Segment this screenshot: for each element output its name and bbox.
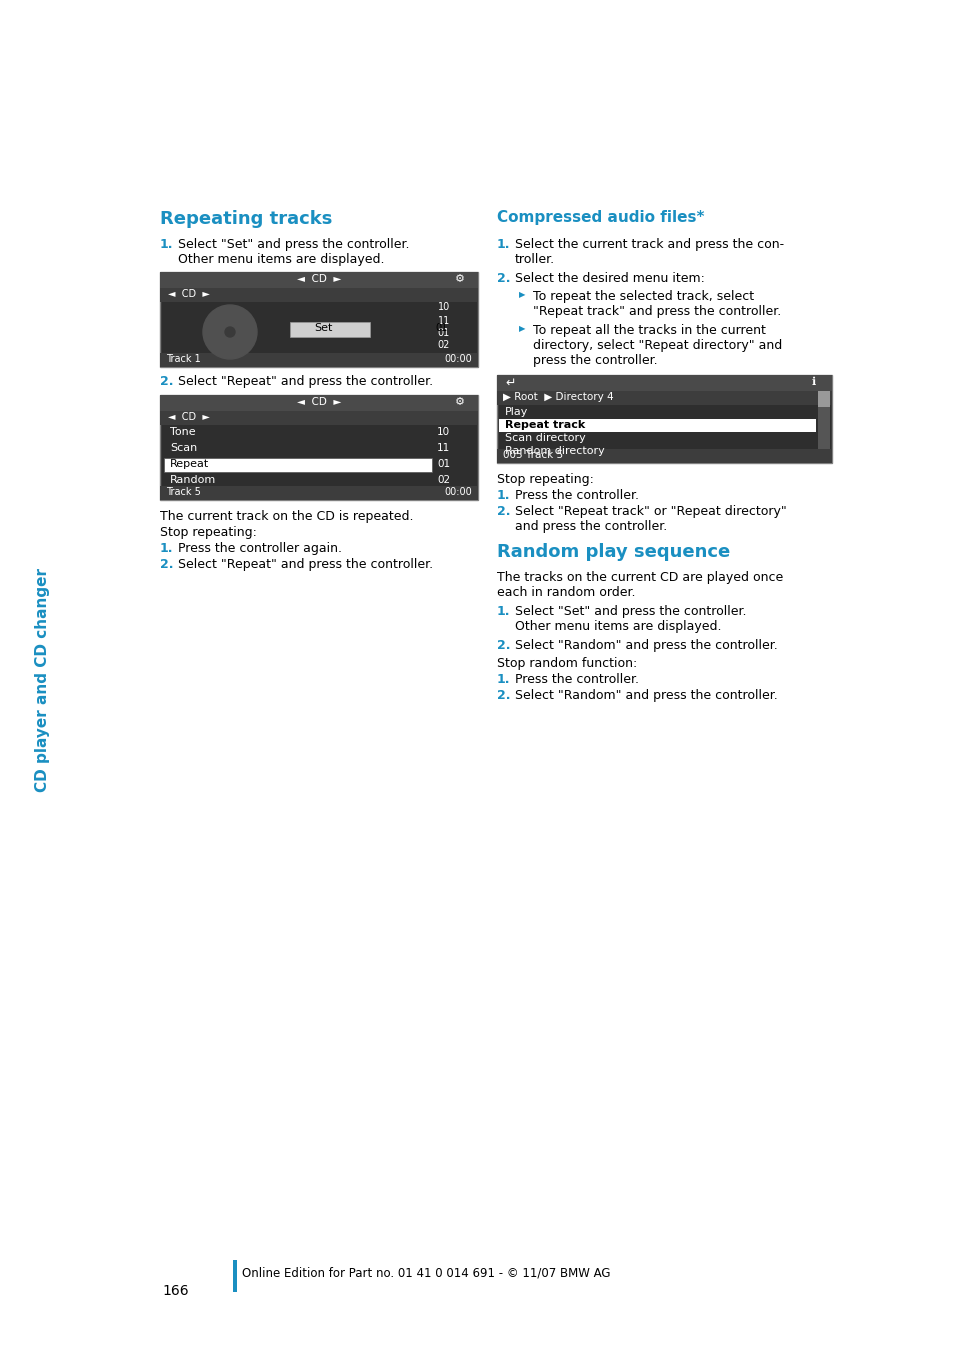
Text: 1.: 1. (497, 238, 510, 251)
Text: press the controller.: press the controller. (533, 354, 657, 367)
Text: Repeat: Repeat (170, 459, 209, 468)
Bar (497, 392, 831, 405)
Text: directory, select "Repeat directory" and: directory, select "Repeat directory" and (533, 339, 781, 352)
Text: 2.: 2. (160, 375, 173, 387)
Text: Scan directory: Scan directory (504, 433, 585, 443)
Text: 00:00: 00:00 (444, 487, 472, 497)
Text: Repeating tracks: Repeating tracks (160, 211, 332, 228)
Text: Select the desired menu item:: Select the desired menu item: (515, 271, 704, 285)
Text: Press the controller.: Press the controller. (515, 489, 639, 502)
Text: Online Edition for Part no. 01 41 0 014 691 - © 11/07 BMW AG: Online Edition for Part no. 01 41 0 014 … (242, 1266, 610, 1278)
Bar (817, 392, 829, 406)
Text: 02: 02 (437, 340, 450, 350)
Text: Select "Repeat" and press the controller.: Select "Repeat" and press the controller… (178, 558, 433, 571)
Ellipse shape (203, 305, 256, 359)
Text: Select "Random" and press the controller.: Select "Random" and press the controller… (515, 639, 777, 652)
Text: Stop repeating:: Stop repeating: (497, 472, 594, 486)
Text: 00:00: 00:00 (444, 354, 472, 364)
Text: Play: Play (504, 406, 528, 417)
Text: Stop repeating:: Stop repeating: (160, 526, 256, 539)
Bar (160, 486, 477, 500)
Text: Select "Set" and press the controller.: Select "Set" and press the controller. (515, 605, 745, 618)
Text: Press the controller again.: Press the controller again. (178, 541, 341, 555)
Bar (160, 352, 477, 367)
Text: Track 1: Track 1 (166, 354, 200, 364)
Text: 10: 10 (437, 302, 450, 312)
Text: Scan: Scan (170, 443, 197, 454)
Text: Select "Random" and press the controller.: Select "Random" and press the controller… (515, 688, 777, 702)
Text: 2.: 2. (497, 688, 510, 702)
Text: The current track on the CD is repeated.: The current track on the CD is repeated. (160, 510, 413, 522)
Text: ◄  CD  ►: ◄ CD ► (168, 289, 210, 298)
Text: "Repeat track" and press the controller.: "Repeat track" and press the controller. (533, 305, 781, 319)
Text: Stop random function:: Stop random function: (497, 657, 637, 670)
Text: 2.: 2. (160, 558, 173, 571)
Text: Compressed audio files*: Compressed audio files* (497, 211, 703, 225)
Ellipse shape (225, 327, 234, 338)
Text: 1.: 1. (497, 489, 510, 502)
Text: To repeat the selected track, select: To repeat the selected track, select (533, 290, 753, 302)
Text: 01: 01 (436, 323, 448, 333)
Bar (497, 450, 831, 463)
Bar (290, 323, 370, 338)
Text: 2.: 2. (497, 271, 510, 285)
Text: ◄  CD  ►: ◄ CD ► (168, 412, 210, 423)
Text: 2.: 2. (497, 639, 510, 652)
Text: ▶: ▶ (518, 290, 525, 298)
Bar (233, 1260, 236, 1292)
Text: ↵: ↵ (504, 377, 515, 390)
Bar (160, 271, 477, 288)
Text: 01: 01 (437, 328, 450, 338)
Text: ▶ Root  ▶ Directory 4: ▶ Root ▶ Directory 4 (502, 392, 613, 402)
Text: and press the controller.: and press the controller. (515, 520, 666, 533)
Text: Random play sequence: Random play sequence (497, 543, 729, 562)
Bar (160, 410, 477, 425)
Text: 1.: 1. (497, 605, 510, 618)
Text: To repeat all the tracks in the current: To repeat all the tracks in the current (533, 324, 765, 338)
Text: ℹ: ℹ (811, 377, 815, 387)
Bar (164, 458, 432, 472)
Text: ◄  CD  ►: ◄ CD ► (296, 397, 341, 406)
Text: 2.: 2. (497, 505, 510, 518)
Bar (160, 396, 477, 500)
Bar (160, 271, 477, 367)
Text: Random: Random (170, 475, 216, 485)
Text: ⚙: ⚙ (455, 397, 464, 406)
Bar (160, 396, 477, 410)
Text: Other menu items are displayed.: Other menu items are displayed. (515, 620, 720, 633)
Text: 01: 01 (436, 459, 450, 468)
Text: each in random order.: each in random order. (497, 586, 635, 599)
Text: Set: Set (314, 323, 332, 333)
Text: Select "Set" and press the controller.: Select "Set" and press the controller. (178, 238, 409, 251)
Bar (497, 375, 831, 463)
Text: Other menu items are displayed.: Other menu items are displayed. (178, 252, 384, 266)
Text: Track 5: Track 5 (166, 487, 201, 497)
Text: 02: 02 (436, 475, 450, 485)
Text: Tone: Tone (170, 427, 195, 437)
Bar (498, 418, 815, 432)
Text: ⚙: ⚙ (455, 274, 464, 284)
Text: 11: 11 (437, 316, 450, 325)
Bar (497, 375, 831, 391)
Text: Press the controller.: Press the controller. (515, 674, 639, 686)
Text: Random directory: Random directory (504, 446, 604, 456)
Text: 005 Track 5: 005 Track 5 (502, 450, 562, 460)
Text: ▶: ▶ (518, 324, 525, 333)
Text: Repeat track: Repeat track (504, 420, 584, 431)
Text: troller.: troller. (515, 252, 555, 266)
Text: 1.: 1. (160, 541, 173, 555)
Text: Select "Repeat" and press the controller.: Select "Repeat" and press the controller… (178, 375, 433, 387)
Text: 10: 10 (436, 427, 450, 437)
Text: Select "Repeat track" or "Repeat directory": Select "Repeat track" or "Repeat directo… (515, 505, 786, 518)
Text: ◄  CD  ►: ◄ CD ► (296, 274, 341, 284)
Text: The tracks on the current CD are played once: The tracks on the current CD are played … (497, 571, 782, 585)
Text: 11: 11 (436, 443, 450, 454)
Bar (817, 392, 829, 450)
Text: 166: 166 (162, 1284, 189, 1297)
Text: CD player and CD changer: CD player and CD changer (35, 568, 51, 792)
Bar (160, 288, 477, 302)
Text: Select the current track and press the con-: Select the current track and press the c… (515, 238, 783, 251)
Text: 1.: 1. (160, 238, 173, 251)
Text: 1.: 1. (497, 674, 510, 686)
